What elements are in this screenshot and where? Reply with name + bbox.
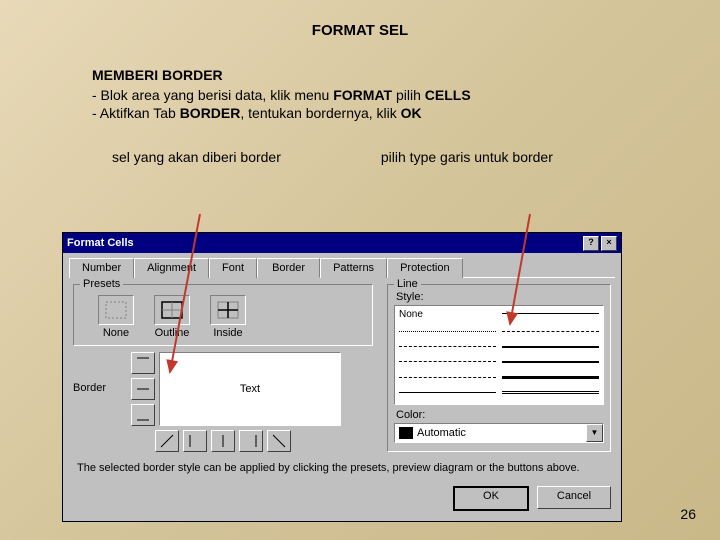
border-label: Border: [73, 352, 121, 452]
tab-number[interactable]: Number: [69, 258, 134, 278]
preset-none-label: None: [103, 327, 129, 339]
line-style-5[interactable]: [502, 343, 599, 351]
format-cells-dialog: Format Cells ? × Number Alignment Font B…: [62, 232, 622, 522]
line-label: Line: [394, 278, 421, 290]
page-title: FORMAT SEL: [0, 0, 720, 39]
line-style-list[interactable]: None: [394, 305, 604, 405]
preset-none-icon: [103, 299, 129, 321]
border-diag1-icon: [160, 434, 174, 448]
tab-font[interactable]: Font: [209, 258, 257, 278]
chevron-down-icon[interactable]: ▼: [586, 424, 603, 442]
border-diag1-button[interactable]: [155, 430, 179, 452]
border-hmid-button[interactable]: [131, 378, 155, 400]
callout-right: pilih type garis untuk border: [381, 149, 553, 165]
line-style-1[interactable]: [502, 309, 599, 317]
bullet-1: - Blok area yang berisi data, klik menu …: [92, 87, 720, 103]
line-style-4[interactable]: [399, 343, 496, 351]
cancel-button[interactable]: Cancel: [537, 486, 611, 509]
bullet-2: - Aktifkan Tab BORDER, tentukan borderny…: [92, 105, 720, 121]
border-left-button[interactable]: [183, 430, 207, 452]
line-style-9[interactable]: [502, 373, 599, 381]
preview-text: Text: [240, 383, 260, 395]
line-style-2[interactable]: [399, 327, 496, 335]
border-bottom-button[interactable]: [131, 404, 155, 426]
dialog-title: Format Cells: [67, 237, 134, 249]
line-style-none[interactable]: None: [399, 309, 496, 324]
line-style-3[interactable]: [502, 327, 599, 335]
border-vmid-icon: [216, 434, 230, 448]
tab-border[interactable]: Border: [257, 258, 320, 278]
border-bottom-icon: [136, 408, 150, 422]
preset-outline-button[interactable]: [154, 295, 190, 325]
bullet-2-bold-2: OK: [401, 105, 422, 121]
color-label: Color:: [396, 409, 604, 421]
style-label: Style:: [396, 291, 604, 303]
color-value: Automatic: [417, 427, 586, 439]
border-vmid-button[interactable]: [211, 430, 235, 452]
line-style-11[interactable]: [502, 389, 599, 397]
section-heading: MEMBERI BORDER: [92, 67, 720, 83]
border-top-icon: [136, 356, 150, 370]
line-style-8[interactable]: [399, 373, 496, 381]
titlebar[interactable]: Format Cells ? ×: [63, 233, 621, 253]
bullet-2-mid: , tentukan bordernya, klik: [240, 105, 400, 121]
preset-outline-icon: [159, 299, 185, 321]
border-diag2-button[interactable]: [267, 430, 291, 452]
border-right-icon: [244, 434, 258, 448]
close-button[interactable]: ×: [601, 236, 617, 251]
border-hmid-icon: [136, 382, 150, 396]
presets-label: Presets: [80, 278, 123, 290]
line-style-7[interactable]: [502, 358, 599, 366]
line-style-6[interactable]: [399, 358, 496, 366]
bullet-1-text: - Blok area yang berisi data, klik menu: [92, 87, 333, 103]
presets-group: Presets None: [73, 284, 373, 346]
bullet-2-bold-1: BORDER: [180, 105, 241, 121]
bullet-1-mid: pilih: [392, 87, 425, 103]
preset-inside-label: Inside: [213, 327, 242, 339]
callout-left: sel yang akan diberi border: [112, 149, 281, 165]
preset-inside-icon: [215, 299, 241, 321]
tab-strip: Number Alignment Font Border Patterns Pr…: [63, 253, 621, 277]
hint-text: The selected border style can be applied…: [77, 462, 607, 474]
border-right-button[interactable]: [239, 430, 263, 452]
line-group: Line Style: None: [387, 284, 611, 452]
preset-outline-label: Outline: [155, 327, 190, 339]
preset-none-button[interactable]: [98, 295, 134, 325]
tab-protection[interactable]: Protection: [387, 258, 463, 278]
ok-button[interactable]: OK: [453, 486, 529, 511]
color-swatch: [399, 427, 413, 439]
help-button[interactable]: ?: [583, 236, 599, 251]
bullet-2-text: - Aktifkan Tab: [92, 105, 180, 121]
preset-inside-button[interactable]: [210, 295, 246, 325]
page-number: 26: [680, 506, 696, 522]
border-preview[interactable]: Text: [159, 352, 341, 426]
border-left-icon: [188, 434, 202, 448]
color-combo[interactable]: Automatic ▼: [394, 423, 604, 443]
border-top-button[interactable]: [131, 352, 155, 374]
border-diag2-icon: [272, 434, 286, 448]
bullet-1-bold-1: FORMAT: [333, 87, 392, 103]
bullet-1-bold-2: CELLS: [425, 87, 471, 103]
line-style-10[interactable]: [399, 389, 496, 397]
tab-patterns[interactable]: Patterns: [320, 258, 387, 278]
tab-alignment[interactable]: Alignment: [134, 258, 209, 278]
